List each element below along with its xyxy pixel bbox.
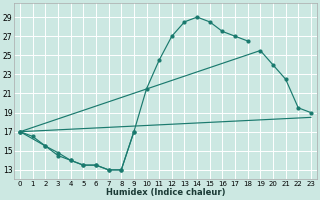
X-axis label: Humidex (Indice chaleur): Humidex (Indice chaleur)	[106, 188, 225, 197]
